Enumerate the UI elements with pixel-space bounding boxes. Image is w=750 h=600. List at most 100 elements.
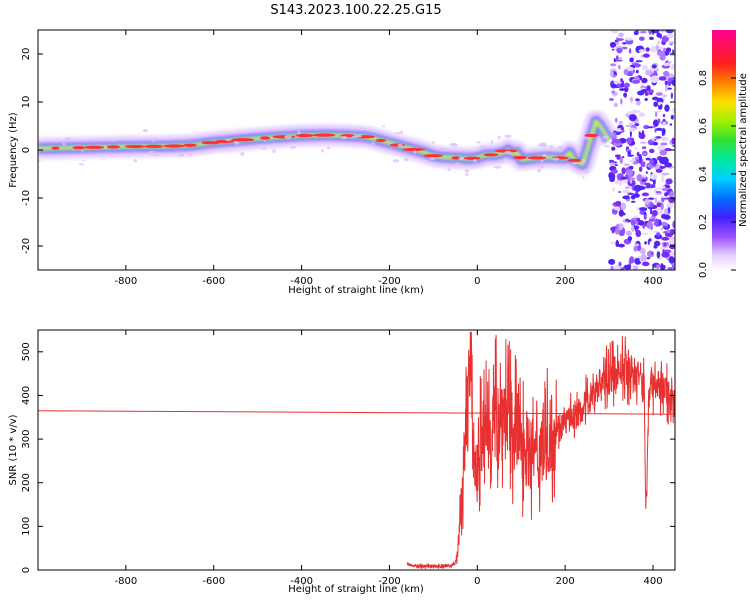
noise-speckle — [672, 49, 675, 54]
noise-speckle — [668, 256, 675, 264]
noise-speckle — [618, 137, 627, 144]
noise-speckle — [636, 30, 639, 35]
noise-speckle — [630, 96, 633, 104]
noise-speckle — [646, 221, 654, 229]
noise-speckle — [639, 141, 647, 144]
noise-speckle — [662, 121, 666, 125]
noise-speckle — [635, 98, 640, 102]
noise-speckle — [660, 227, 664, 231]
snr-xtick-label: -600 — [202, 576, 225, 587]
noise-speckle — [615, 240, 620, 247]
spectrogram-speckle — [464, 173, 469, 176]
noise-speckle — [660, 137, 669, 142]
noise-speckle — [660, 195, 669, 199]
noise-speckle — [638, 112, 646, 118]
spectrogram-speckle — [473, 158, 477, 163]
spectrogram-speckle — [464, 169, 469, 173]
spectrogram-speckle — [602, 135, 609, 140]
noise-speckle — [654, 233, 663, 240]
noise-speckle — [651, 68, 654, 74]
spectrogram-speckle — [321, 148, 324, 153]
noise-speckle — [628, 165, 634, 170]
noise-speckle — [646, 47, 650, 52]
noise-speckle — [644, 198, 650, 205]
noise-speckle — [629, 256, 635, 264]
noise-speckle — [609, 41, 617, 48]
noise-speckle — [667, 61, 672, 64]
spectrogram-xlabel: Height of straight line (km) — [288, 285, 424, 296]
noise-speckle — [610, 63, 617, 67]
snr-ytick-label: 100 — [21, 517, 32, 536]
noise-speckle — [635, 69, 639, 74]
noise-speckle — [629, 179, 633, 184]
spectrogram-xtick-label: -200 — [378, 276, 401, 287]
noise-speckle — [611, 169, 618, 174]
spectrogram-heatmap — [38, 30, 675, 270]
noise-speckle — [620, 98, 623, 105]
noise-speckle — [663, 62, 670, 67]
spectrogram-speckle — [542, 153, 547, 157]
noise-speckle — [618, 120, 624, 125]
noise-speckle — [646, 250, 655, 258]
snr-ytick-label: 200 — [21, 473, 32, 492]
noise-speckle — [650, 75, 659, 84]
noise-speckle — [623, 212, 626, 216]
noise-speckle — [641, 77, 648, 84]
figure-title: S143.2023.100.22.25.G15 — [270, 3, 441, 18]
noise-speckle — [661, 176, 664, 182]
noise-speckle — [660, 246, 665, 250]
noise-speckle — [669, 78, 675, 81]
spectrogram-speckle — [447, 167, 451, 172]
noise-speckle — [669, 191, 675, 198]
noise-speckle — [638, 132, 646, 140]
spectrogram-speckle — [604, 145, 610, 148]
noise-speckle — [619, 180, 623, 187]
noise-speckle — [610, 134, 617, 140]
snr-panel: -800 -600 -400 -200 0 200 4000100200300400500 … — [8, 329, 676, 595]
noise-speckle — [623, 82, 630, 88]
noise-speckle — [632, 193, 640, 198]
noise-speckle — [651, 64, 657, 69]
noise-speckle — [623, 264, 632, 270]
noise-speckle — [616, 47, 623, 54]
spectrogram-speckle — [273, 142, 276, 145]
noise-speckle — [635, 99, 641, 106]
spectrogram-speckle — [539, 164, 544, 169]
noise-speckle — [666, 30, 674, 34]
spectrogram-speckle — [582, 169, 589, 173]
snr-xtick-label: 0 — [474, 576, 480, 587]
noise-speckle — [639, 207, 648, 212]
noise-speckle — [655, 190, 662, 194]
spectrogram-speckle — [493, 165, 502, 169]
noise-speckle — [669, 251, 675, 257]
noise-speckle — [651, 210, 658, 217]
snr-plot-area — [38, 331, 675, 570]
noise-speckle — [653, 110, 662, 113]
noise-speckle — [608, 258, 616, 265]
ridge-peak — [231, 138, 255, 142]
noise-speckle — [649, 91, 653, 96]
noise-speckle — [618, 88, 626, 91]
spectrogram-ytick-label: -10 — [21, 190, 32, 206]
spectrogram-speckle — [351, 135, 360, 138]
ridge-peak — [584, 133, 599, 138]
noise-speckle — [623, 163, 631, 167]
noise-speckle — [660, 202, 664, 211]
colorbar-tick-label: 0.2 — [698, 214, 709, 230]
ridge-peak — [84, 145, 105, 149]
noise-speckle — [618, 190, 621, 194]
snr-ticks: -800 -600 -400 -200 0 200 400 0 100 200 300 400 500 — [21, 330, 675, 587]
spectrogram-speckle — [151, 139, 156, 142]
spectrogram-ytick-label: -20 — [21, 238, 32, 254]
noise-speckle — [656, 50, 665, 56]
spectrogram-speckle — [538, 143, 547, 148]
snr-ytick-label: 500 — [21, 342, 32, 361]
ridge-peak — [124, 144, 145, 149]
noise-speckle — [625, 218, 630, 222]
spectrogram-xtick-label: 400 — [643, 276, 662, 287]
noise-speckle — [653, 101, 659, 107]
noise-speckle — [630, 200, 636, 203]
noise-speckle — [658, 76, 667, 81]
ridge-peak — [295, 133, 314, 138]
ridge-peak — [375, 138, 387, 143]
